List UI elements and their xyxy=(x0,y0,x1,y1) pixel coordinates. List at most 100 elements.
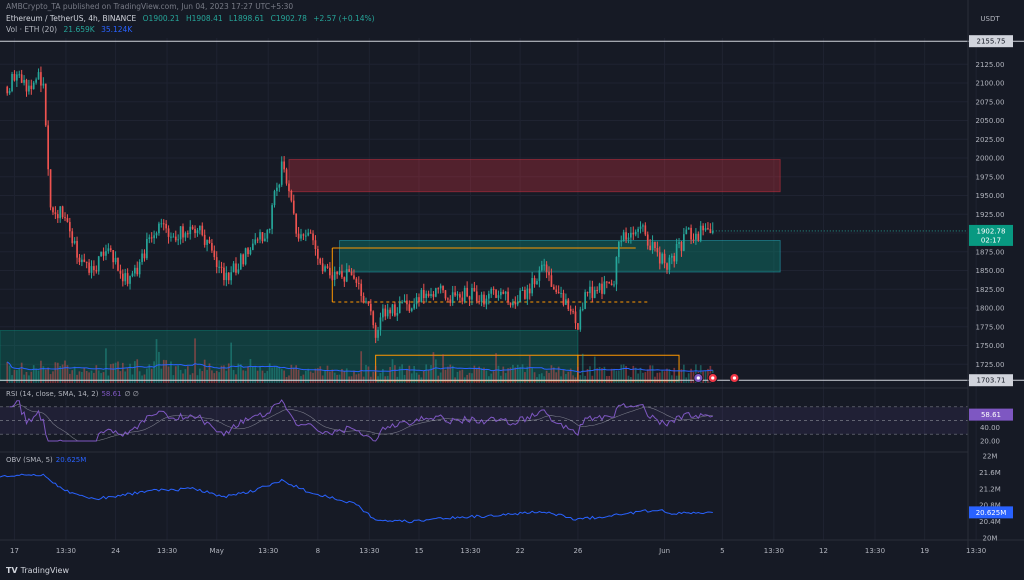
candle-body xyxy=(548,271,550,276)
candle-body xyxy=(131,273,134,277)
volume-bar xyxy=(28,375,30,383)
volume-bar xyxy=(64,360,66,383)
candle-body xyxy=(685,229,688,235)
candle-body xyxy=(500,291,502,296)
ohlc-open: O1900.21 xyxy=(142,14,180,23)
volume-bar xyxy=(408,365,411,383)
rsi-legend[interactable]: RSI (14, close, SMA, 14, 2) 58.61 ∅ ∅ xyxy=(6,390,139,398)
candle-body xyxy=(466,287,468,297)
candle-body xyxy=(519,290,521,302)
volume-bar xyxy=(23,374,25,383)
volume-bar xyxy=(307,368,310,383)
candle-body xyxy=(191,226,194,230)
volume-bar xyxy=(683,364,685,383)
candle-body xyxy=(124,273,127,282)
volume-bar xyxy=(302,374,305,383)
candle-body xyxy=(285,169,288,184)
volume-bar xyxy=(150,368,153,383)
volume-bar xyxy=(596,368,599,383)
volume-bar xyxy=(651,365,654,383)
price-tick-label: 2050.00 xyxy=(976,117,1005,125)
volume-bar xyxy=(68,373,71,383)
candle-body xyxy=(324,266,326,272)
rsi-value-badge-bg xyxy=(969,408,1013,421)
volume-bar xyxy=(533,372,536,383)
candle-body xyxy=(297,233,300,239)
volume-bar xyxy=(422,370,425,383)
candle-body xyxy=(59,206,62,219)
candle-body xyxy=(661,253,664,264)
volume-bar xyxy=(548,372,550,383)
candle-body xyxy=(30,85,33,90)
candle-body xyxy=(90,266,93,273)
volume-bar xyxy=(165,360,167,383)
volume-bar xyxy=(56,362,59,383)
volume-bar xyxy=(374,365,377,383)
candle-body xyxy=(199,225,201,231)
candle-body xyxy=(314,240,317,250)
candle-body xyxy=(439,285,442,289)
candle-body xyxy=(509,302,512,306)
vol-box-right xyxy=(577,354,680,382)
volume-bar xyxy=(112,363,115,383)
volume-bar xyxy=(13,369,16,383)
candle-body xyxy=(670,255,673,258)
price-tick-label: 2100.00 xyxy=(976,80,1005,88)
candle-body xyxy=(596,290,599,292)
candle-body xyxy=(189,226,192,235)
candle-body xyxy=(167,228,170,237)
volume-bar xyxy=(295,365,298,383)
ohlc-low: L1898.61 xyxy=(229,14,265,23)
candle-body xyxy=(13,73,16,81)
candle-body xyxy=(579,309,582,330)
candle-body xyxy=(162,223,165,225)
volume-bar xyxy=(259,365,261,383)
volume-bar xyxy=(601,368,603,383)
candle-body xyxy=(357,282,360,284)
volume-bar xyxy=(519,367,521,383)
time-tick-label: 22 xyxy=(516,547,525,555)
obv-legend[interactable]: OBV (SMA, 5) 20.625M xyxy=(6,456,86,464)
candle-body xyxy=(695,233,697,240)
volume-bar xyxy=(577,366,579,383)
volume-bar xyxy=(516,364,519,383)
candle-body xyxy=(630,232,632,238)
candle-body xyxy=(379,317,382,330)
volume-bar xyxy=(386,375,389,383)
obv-tick-label: 22M xyxy=(983,453,998,461)
candle-body xyxy=(129,276,131,284)
candle-body xyxy=(430,294,432,296)
tradingview-logo[interactable]: TV TradingView xyxy=(6,566,69,575)
candle-body xyxy=(605,281,608,283)
candle-body xyxy=(333,271,336,280)
volume-bar xyxy=(264,373,266,383)
volume-legend[interactable]: Vol · ETH (20) 21.659K 35.124K xyxy=(6,25,136,34)
volume-bar xyxy=(492,371,495,383)
volume-bar xyxy=(500,375,502,383)
volume-bar xyxy=(242,370,245,383)
candle-body xyxy=(203,234,206,245)
candle-body xyxy=(711,230,714,233)
candle-body xyxy=(646,234,649,246)
candle-body xyxy=(437,288,440,290)
volume-bar xyxy=(504,373,507,383)
volume-bar xyxy=(447,366,449,383)
volume-bar xyxy=(54,362,57,383)
candle-body xyxy=(574,311,577,324)
volume-bar xyxy=(336,374,338,383)
price-tick-label: 1950.00 xyxy=(976,192,1005,200)
candle-body xyxy=(93,266,95,271)
candle-body xyxy=(211,243,213,251)
candle-body xyxy=(663,253,666,264)
candle-body xyxy=(615,257,618,285)
candle-body xyxy=(377,329,379,338)
candle-body xyxy=(545,264,548,272)
time-tick-label: 13:30 xyxy=(764,547,784,555)
candle-body xyxy=(172,236,175,238)
symbol-title[interactable]: Ethereum / TetherUS, 4h, BINANCE xyxy=(6,14,137,23)
volume-bar xyxy=(487,376,490,383)
volume-bar xyxy=(331,369,334,383)
candle-body xyxy=(71,231,74,244)
